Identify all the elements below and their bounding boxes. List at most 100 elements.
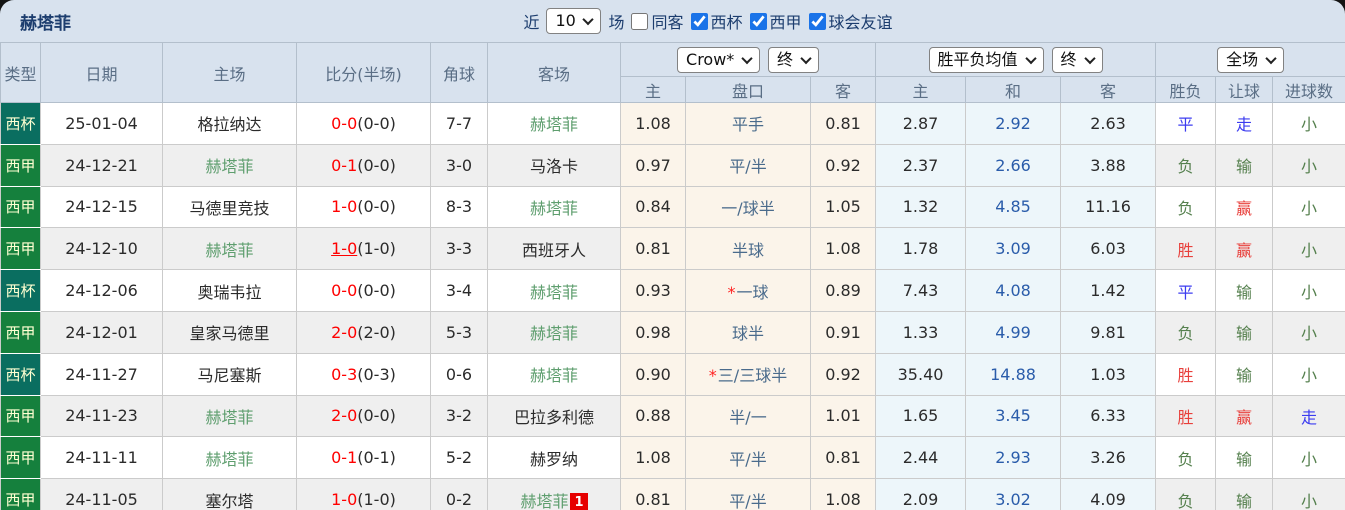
handicap-result: 输 [1215,143,1274,187]
filter-liga-checkbox[interactable]: 西甲 [749,9,802,33]
goals-result: 小 [1272,227,1345,271]
home-team: 赫塔菲 [162,227,297,271]
match-type: 西甲 [0,143,41,187]
match-row: 西甲 24-11-23 赫塔菲 2-0(0-0) 3-2 巴拉多利德 0.88 半/一 1.01… [0,394,1345,438]
eu-draw-odds: 14.88 [965,352,1062,396]
halftime-score: (0-1) [357,448,396,468]
bookmaker-select[interactable]: Crow* [677,46,761,73]
corners-score: 3-3 [430,227,488,271]
col-header-eu-draw: 和 [965,76,1062,103]
match-type: 西杯 [0,352,41,396]
fulltime-score: 0-0 [331,281,358,301]
checkbox-label: 球会友谊 [828,13,893,32]
fulltime-score: 0-3 [331,364,358,384]
header-controls-row: 类型 日期 主场 比分(半场) 角球 客场 Crow* [0,42,1345,103]
wdl-result: 负 [1155,478,1217,510]
filter-bar: 近 10 场 同客 西杯 西甲 球会友谊 [523,8,893,34]
wdl-result: 平 [1155,102,1217,145]
corners-score: 3-4 [430,269,488,312]
cup-checkbox-input[interactable] [690,12,708,30]
match-type: 西甲 [0,310,41,354]
top-bar: 赫塔菲 近 10 场 同客 西杯 西甲 球会友谊 [0,0,1345,42]
halftime-score: (0-0) [357,155,396,175]
goals-result: 小 [1272,143,1345,187]
eu-away-odds: 9.81 [1060,310,1157,354]
col-header-type: 类型 [0,42,41,103]
corners-score: 3-0 [430,143,488,187]
checkbox-label: 西杯 [710,13,743,32]
ah-away-odds: 0.91 [809,310,877,354]
period-select[interactable]: 全场 [1217,46,1285,73]
eu-time-select-wrapper: 终 [1051,46,1103,73]
halftime-score: (0-0) [357,197,396,217]
goals-result: 小 [1272,269,1345,312]
wdl-result: 胜 [1155,394,1217,438]
eu-draw-odds: 4.99 [965,310,1062,354]
eu-home-odds: 1.78 [875,227,967,271]
eu-draw-odds: 4.08 [965,269,1062,312]
match-row: 西甲 24-12-01 皇家马德里 2-0(2-0) 5-3 赫塔菲 0.98 球半 0.91 1… [0,310,1345,354]
match-score: 0-0(0-0) [296,269,431,312]
liga-checkbox-input[interactable] [749,12,767,30]
fulltime-score: 2-0 [331,406,358,426]
home-team: 皇家马德里 [162,310,297,354]
eu-home-odds: 1.65 [875,394,967,438]
eu-draw-odds: 4.85 [965,185,1062,229]
ah-away-odds: 0.89 [809,269,877,312]
corners-score: 0-2 [430,478,488,510]
filter-cup-checkbox[interactable]: 西杯 [690,9,743,33]
eu-draw-odds: 3.02 [965,478,1062,510]
match-type: 西甲 [0,227,41,271]
goals-result: 小 [1272,352,1345,396]
halftime-score: (0-3) [357,364,396,384]
eu-odds-type-select[interactable]: 胜平负均值 [928,46,1044,73]
ah-home-odds: 0.93 [620,269,686,312]
wdl-result: 负 [1155,185,1217,229]
eu-home-odds: 2.87 [875,102,967,145]
handicap-result: 输 [1215,478,1274,510]
ah-time-select[interactable]: 终 [768,46,820,73]
handicap-result: 输 [1215,352,1274,396]
eu-home-odds: 35.40 [875,352,967,396]
match-score[interactable]: 1-0(1-0) [296,227,431,271]
filter-same-venue-checkbox[interactable]: 同客 [631,9,684,33]
ah-line: 一/球半 [685,185,811,229]
halftime-score: (0-0) [357,113,396,133]
home-team: 格拉纳达 [162,102,297,145]
match-score: 2-0(0-0) [296,394,431,438]
ah-away-odds: 0.81 [809,436,877,480]
club-friendly-checkbox-input[interactable] [808,12,826,30]
away-team: 巴拉多利德 [487,394,621,438]
ah-home-odds: 0.97 [620,143,686,187]
halftime-score: (2-0) [357,322,396,342]
same-venue-checkbox-input[interactable] [631,12,649,30]
col-header-score: 比分(半场) [296,42,431,103]
eu-time-select[interactable]: 终 [1051,46,1103,73]
bookmaker-select-wrapper: Crow* [677,46,761,73]
wdl-result: 负 [1155,310,1217,354]
match-score: 0-1(0-1) [296,436,431,480]
match-date: 24-12-21 [40,143,163,187]
filter-club-friendly-checkbox[interactable]: 球会友谊 [808,9,893,33]
match-type: 西甲 [0,394,41,438]
goals-result: 走 [1272,394,1345,438]
match-row: 西杯 24-11-27 马尼塞斯 0-3(0-3) 0-6 赫塔菲 0.90 *三/三球半 0.… [0,352,1345,396]
recent-count-select[interactable]: 10 [546,8,602,34]
match-date: 25-01-04 [40,102,163,145]
ah-home-odds: 0.81 [620,478,686,510]
wdl-result: 负 [1155,143,1217,187]
eu-draw-odds: 2.92 [965,102,1062,145]
away-team: 赫罗纳 [487,436,621,480]
match-row: 西甲 24-12-15 马德里竞技 1-0(0-0) 8-3 赫塔菲 0.84 一/球半 1.0… [0,185,1345,229]
home-team: 赫塔菲 [162,143,297,187]
col-header-wdl: 胜负 [1155,76,1217,103]
match-date: 24-12-10 [40,227,163,271]
eu-away-odds: 6.03 [1060,227,1157,271]
line-change-star: * [708,366,717,386]
fulltime-score[interactable]: 1-0 [331,239,358,259]
away-team: 赫塔菲 [487,185,621,229]
ah-odds-controls: Crow* 终 [619,42,877,77]
col-header-ah-away: 客 [809,76,877,103]
ah-home-odds: 0.84 [620,185,686,229]
match-score: 0-3(0-3) [296,352,431,396]
